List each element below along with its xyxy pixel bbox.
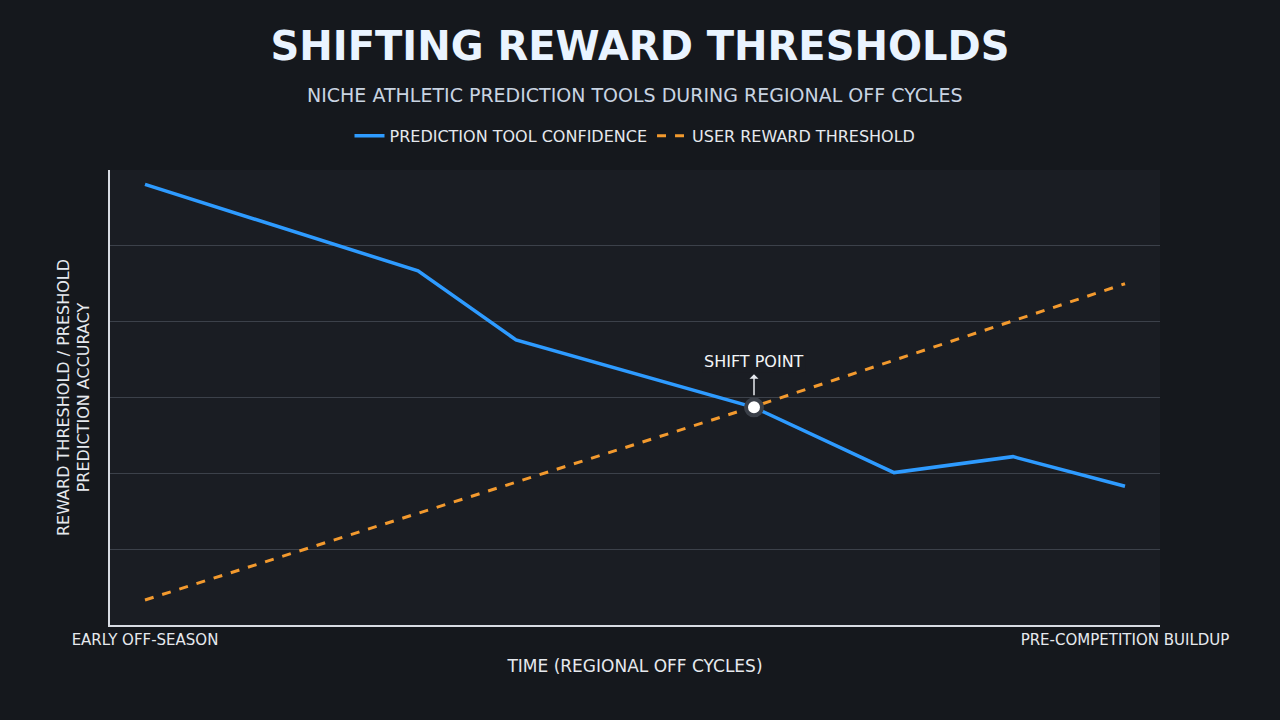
svg-text:SHIFT POINT: SHIFT POINT [704, 352, 804, 371]
svg-text:PREDICTION TOOL CONFIDENCE: PREDICTION TOOL CONFIDENCE [390, 127, 648, 146]
svg-text:TIME (REGIONAL OFF CYCLES): TIME (REGIONAL OFF CYCLES) [506, 656, 762, 676]
svg-text:PRE-COMPETITION BUILDUP: PRE-COMPETITION BUILDUP [1021, 631, 1230, 649]
svg-text:USER REWARD THRESHOLD: USER REWARD THRESHOLD [692, 127, 915, 146]
svg-text:NICHE ATHLETIC PREDICTION TOOL: NICHE ATHLETIC PREDICTION TOOLS DURING R… [307, 84, 963, 106]
svg-text:EARLY OFF-SEASON: EARLY OFF-SEASON [72, 631, 219, 649]
svg-text:SHIFTING REWARD THRESHOLDS: SHIFTING REWARD THRESHOLDS [271, 23, 1010, 69]
svg-text:REWARD THRESHOLD / PRESHOLDPRE: REWARD THRESHOLD / PRESHOLDPREDICTION AC… [54, 259, 94, 536]
